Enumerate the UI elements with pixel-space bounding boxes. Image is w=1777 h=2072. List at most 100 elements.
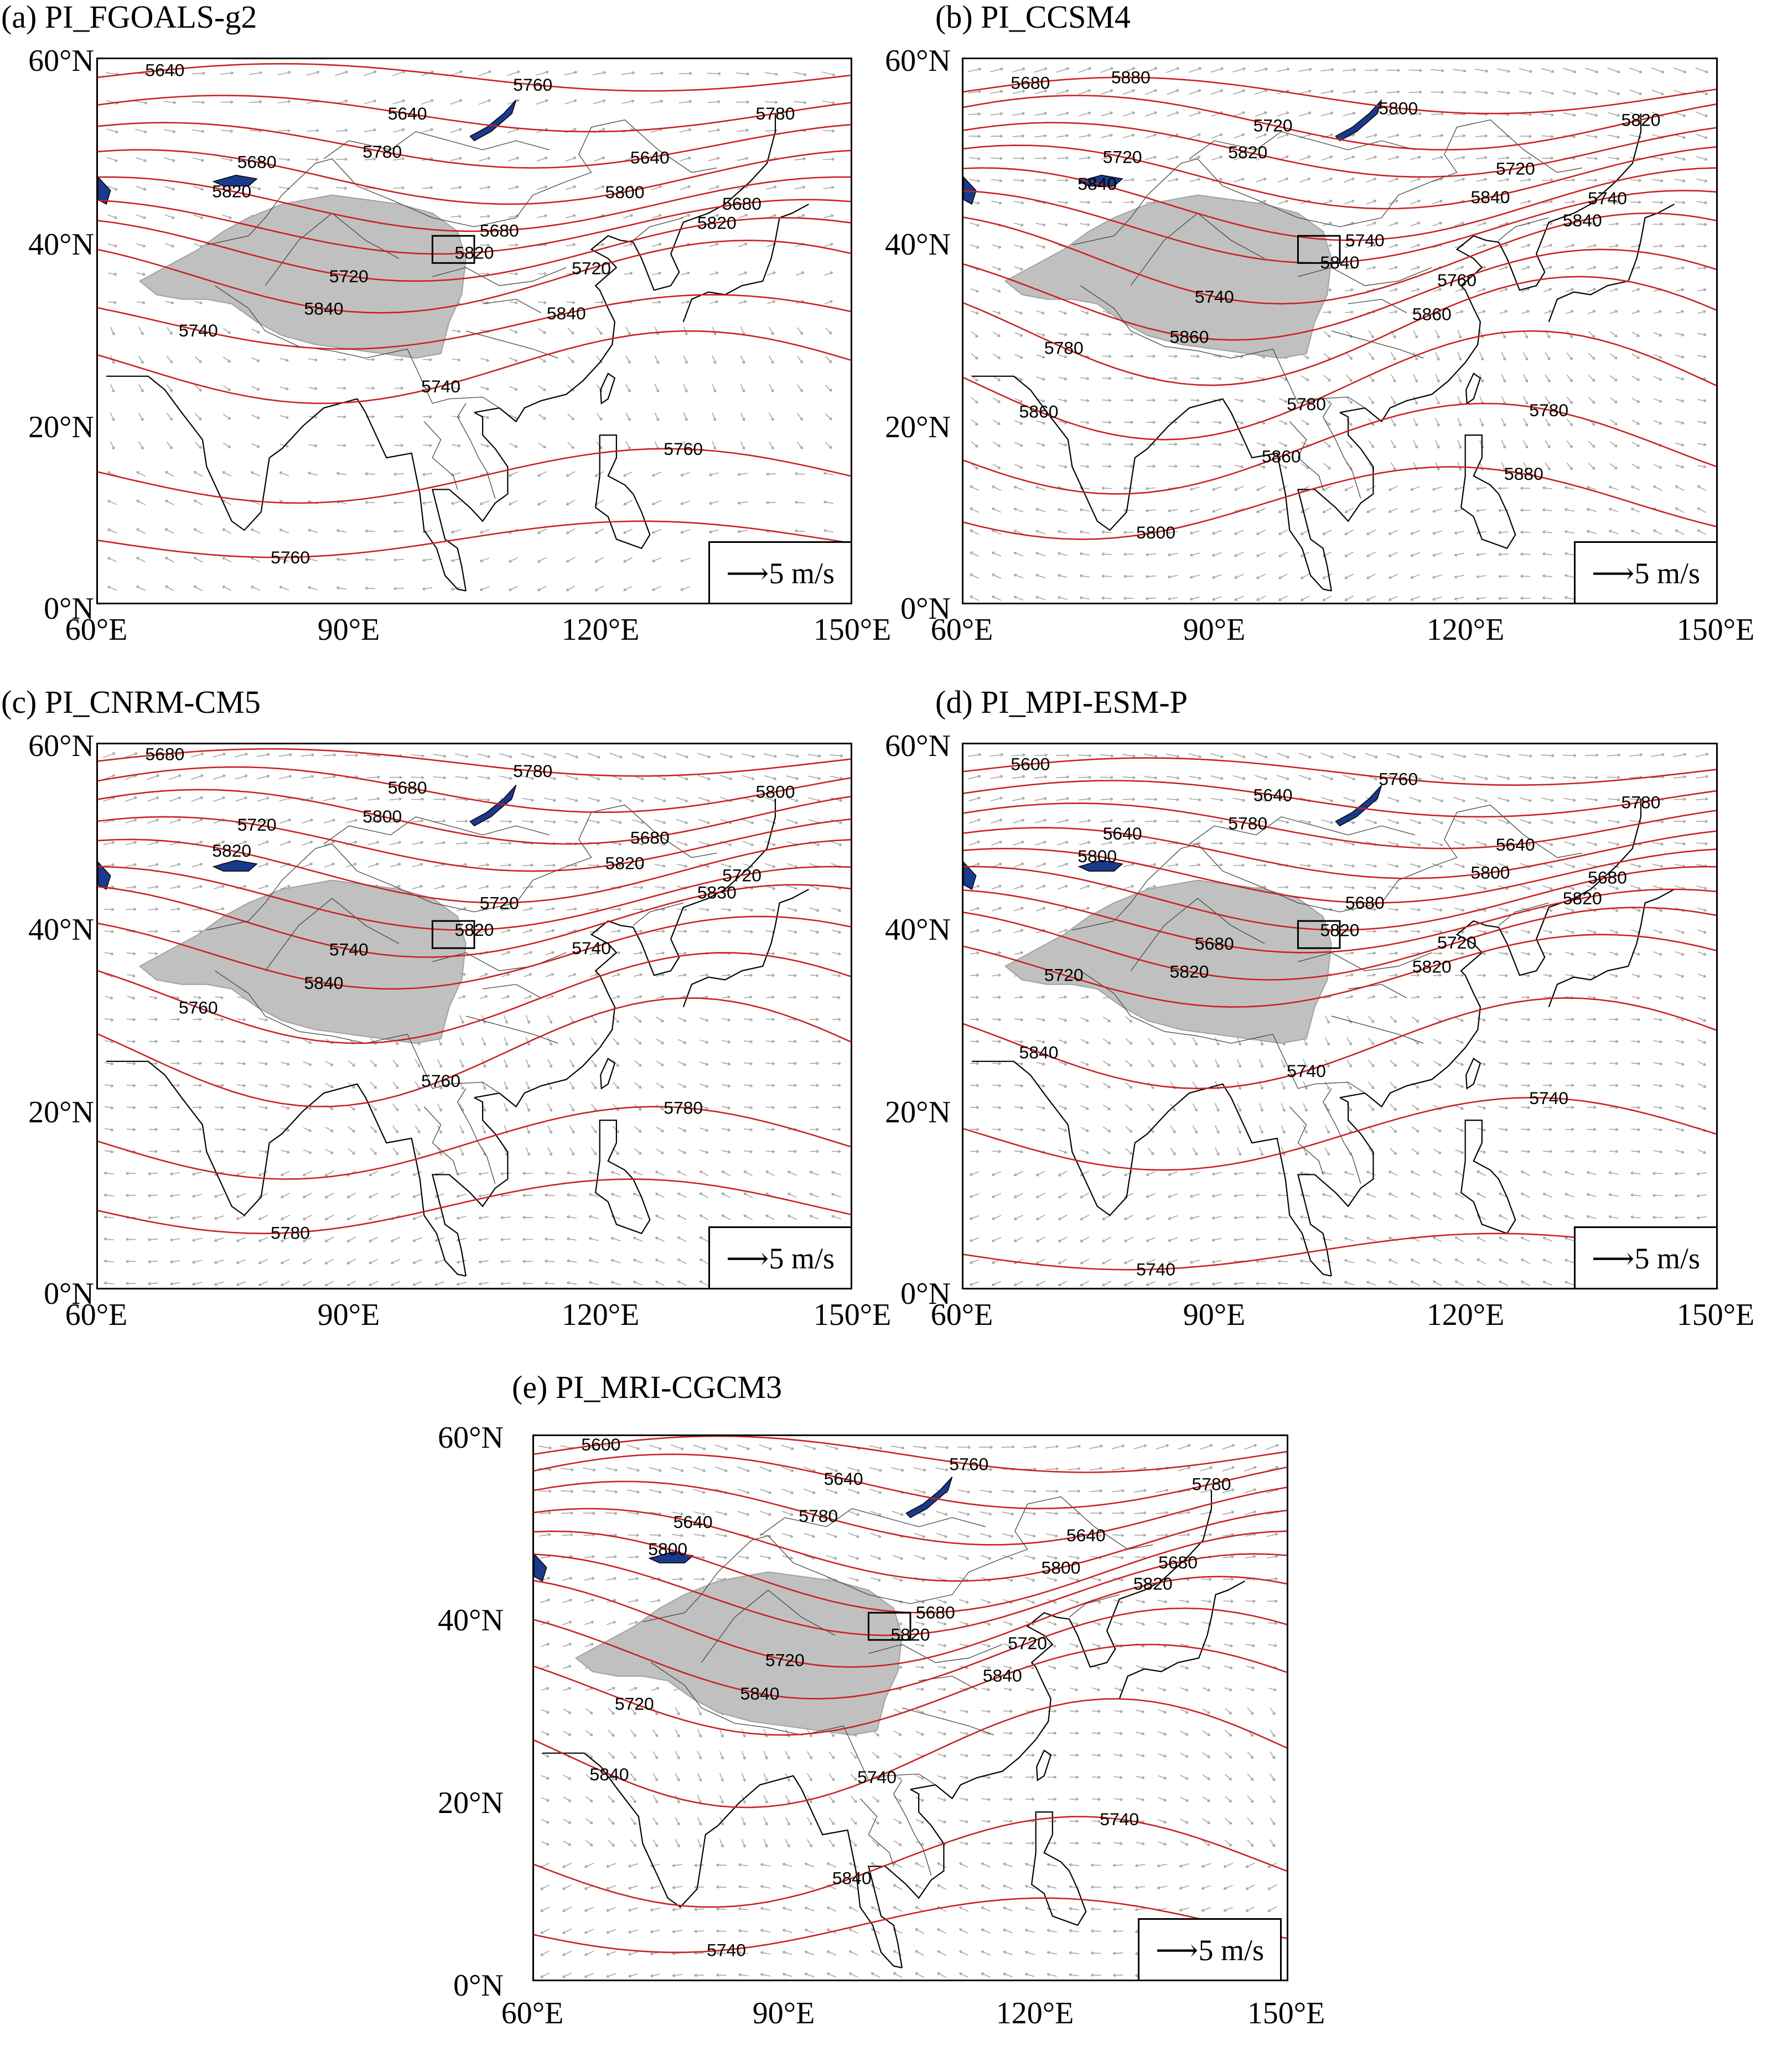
- wind-vector: [970, 485, 980, 491]
- wind-vector: [102, 775, 116, 780]
- wind-vector: [1056, 112, 1069, 116]
- wind-vector-head: [601, 242, 604, 246]
- lat-label: 40°N: [28, 913, 94, 947]
- wind-vector-head: [770, 331, 774, 335]
- wind-vector: [164, 185, 175, 190]
- wind-vector: [1696, 201, 1707, 204]
- wind-vector: [1476, 531, 1486, 533]
- wind-vector: [1387, 134, 1400, 138]
- wind-vector-head: [976, 201, 980, 205]
- wind-vector-head: [677, 1258, 681, 1262]
- wind-vector-head: [1564, 486, 1568, 490]
- wind-vector-head: [170, 1282, 173, 1286]
- wind-vector-head: [687, 185, 691, 189]
- wind-vector: [1588, 353, 1595, 360]
- wind-vector: [1519, 113, 1532, 116]
- wind-vector-head: [395, 1108, 399, 1111]
- wind-vector-head: [419, 884, 423, 888]
- wind-vector: [106, 157, 118, 162]
- wind-vector-head: [459, 128, 463, 132]
- wind-vector-head: [400, 358, 403, 361]
- wind-vector: [566, 887, 577, 888]
- lon-label: 60°E: [930, 613, 993, 647]
- wind-vector-head: [1483, 266, 1486, 270]
- wind-vector-head: [1462, 843, 1465, 846]
- wind-vector-head: [1176, 776, 1180, 780]
- wind-vector: [521, 820, 534, 823]
- wind-vector: [1013, 179, 1024, 182]
- wind-vector-head: [1550, 200, 1553, 204]
- wind-vector: [535, 71, 549, 76]
- wind-vector-head: [259, 100, 262, 104]
- contour-line: [98, 294, 851, 350]
- wind-vector-head: [998, 267, 1002, 271]
- wind-vector-head: [484, 995, 488, 999]
- wind-vector-head: [699, 1280, 703, 1284]
- wind-vector: [1475, 819, 1488, 824]
- wind-vector: [303, 1170, 312, 1177]
- wind-vector-head: [745, 128, 749, 132]
- wind-vector-head: [1659, 266, 1663, 270]
- wind-vector: [1501, 374, 1506, 383]
- wind-vector-head: [1351, 155, 1355, 159]
- wind-vector: [1453, 69, 1467, 72]
- wind-vector-head: [1682, 113, 1686, 117]
- wind-vector: [625, 441, 631, 450]
- wind-vector: [1146, 575, 1156, 577]
- wind-vector-head: [708, 530, 712, 533]
- wind-vector: [589, 996, 598, 999]
- wind-vector-head: [1328, 444, 1331, 448]
- wind-vector: [279, 586, 289, 591]
- wind-vector-head: [439, 1086, 442, 1090]
- wind-vector: [1453, 135, 1465, 138]
- wind-vector-head: [148, 1237, 151, 1241]
- wind-vector-head: [1196, 421, 1200, 424]
- wind-vector: [737, 530, 748, 532]
- wind-vector: [712, 412, 716, 421]
- wind-vector-head: [302, 1195, 306, 1199]
- wind-vector: [391, 1281, 401, 1286]
- wind-vector: [235, 841, 247, 846]
- wind-vector: [1234, 178, 1245, 183]
- wind-vector: [1058, 597, 1068, 600]
- wind-vector-head: [572, 243, 576, 247]
- wind-vector-head: [1176, 797, 1179, 802]
- wind-vector-head: [816, 952, 819, 956]
- wind-vector-head: [794, 908, 797, 912]
- wind-vector-head: [111, 841, 115, 845]
- wind-vector: [370, 1126, 377, 1133]
- wind-vector: [589, 973, 598, 977]
- wind-vector-head: [103, 1215, 107, 1219]
- wind-vector: [1653, 485, 1662, 491]
- wind-vector-head: [1220, 133, 1223, 137]
- wind-vector: [450, 128, 462, 133]
- wind-vector-head: [839, 821, 842, 825]
- wind-vector-head: [638, 1107, 642, 1111]
- wind-vector: [968, 797, 981, 802]
- wind-vector: [523, 929, 533, 934]
- wind-vector-head: [1352, 777, 1356, 781]
- wind-vector-head: [110, 1106, 114, 1110]
- wind-vector-head: [1328, 334, 1331, 338]
- wind-vector-head: [641, 799, 644, 802]
- wind-vector: [1189, 156, 1201, 160]
- wind-vector-head: [1086, 398, 1090, 402]
- wind-vector: [712, 355, 716, 364]
- wind-vector-head: [800, 388, 803, 392]
- wind-vector-head: [1234, 576, 1237, 579]
- wind-vector-head: [1617, 775, 1620, 779]
- wind-vector: [1278, 376, 1287, 381]
- wind-vector-head: [1300, 598, 1304, 602]
- wind-vector: [652, 586, 662, 591]
- wind-vector-head: [1278, 532, 1282, 535]
- wind-vector: [1563, 819, 1576, 823]
- wind-vector-head: [155, 929, 158, 934]
- wind-vector: [479, 186, 490, 190]
- wind-vector-head: [1483, 244, 1486, 247]
- wind-vector-head: [354, 797, 358, 801]
- wind-vector-head: [1019, 400, 1023, 403]
- wind-vector-head: [412, 1283, 416, 1286]
- wind-vector: [740, 327, 745, 335]
- wind-vector: [222, 529, 232, 534]
- wind-vector: [1056, 776, 1069, 779]
